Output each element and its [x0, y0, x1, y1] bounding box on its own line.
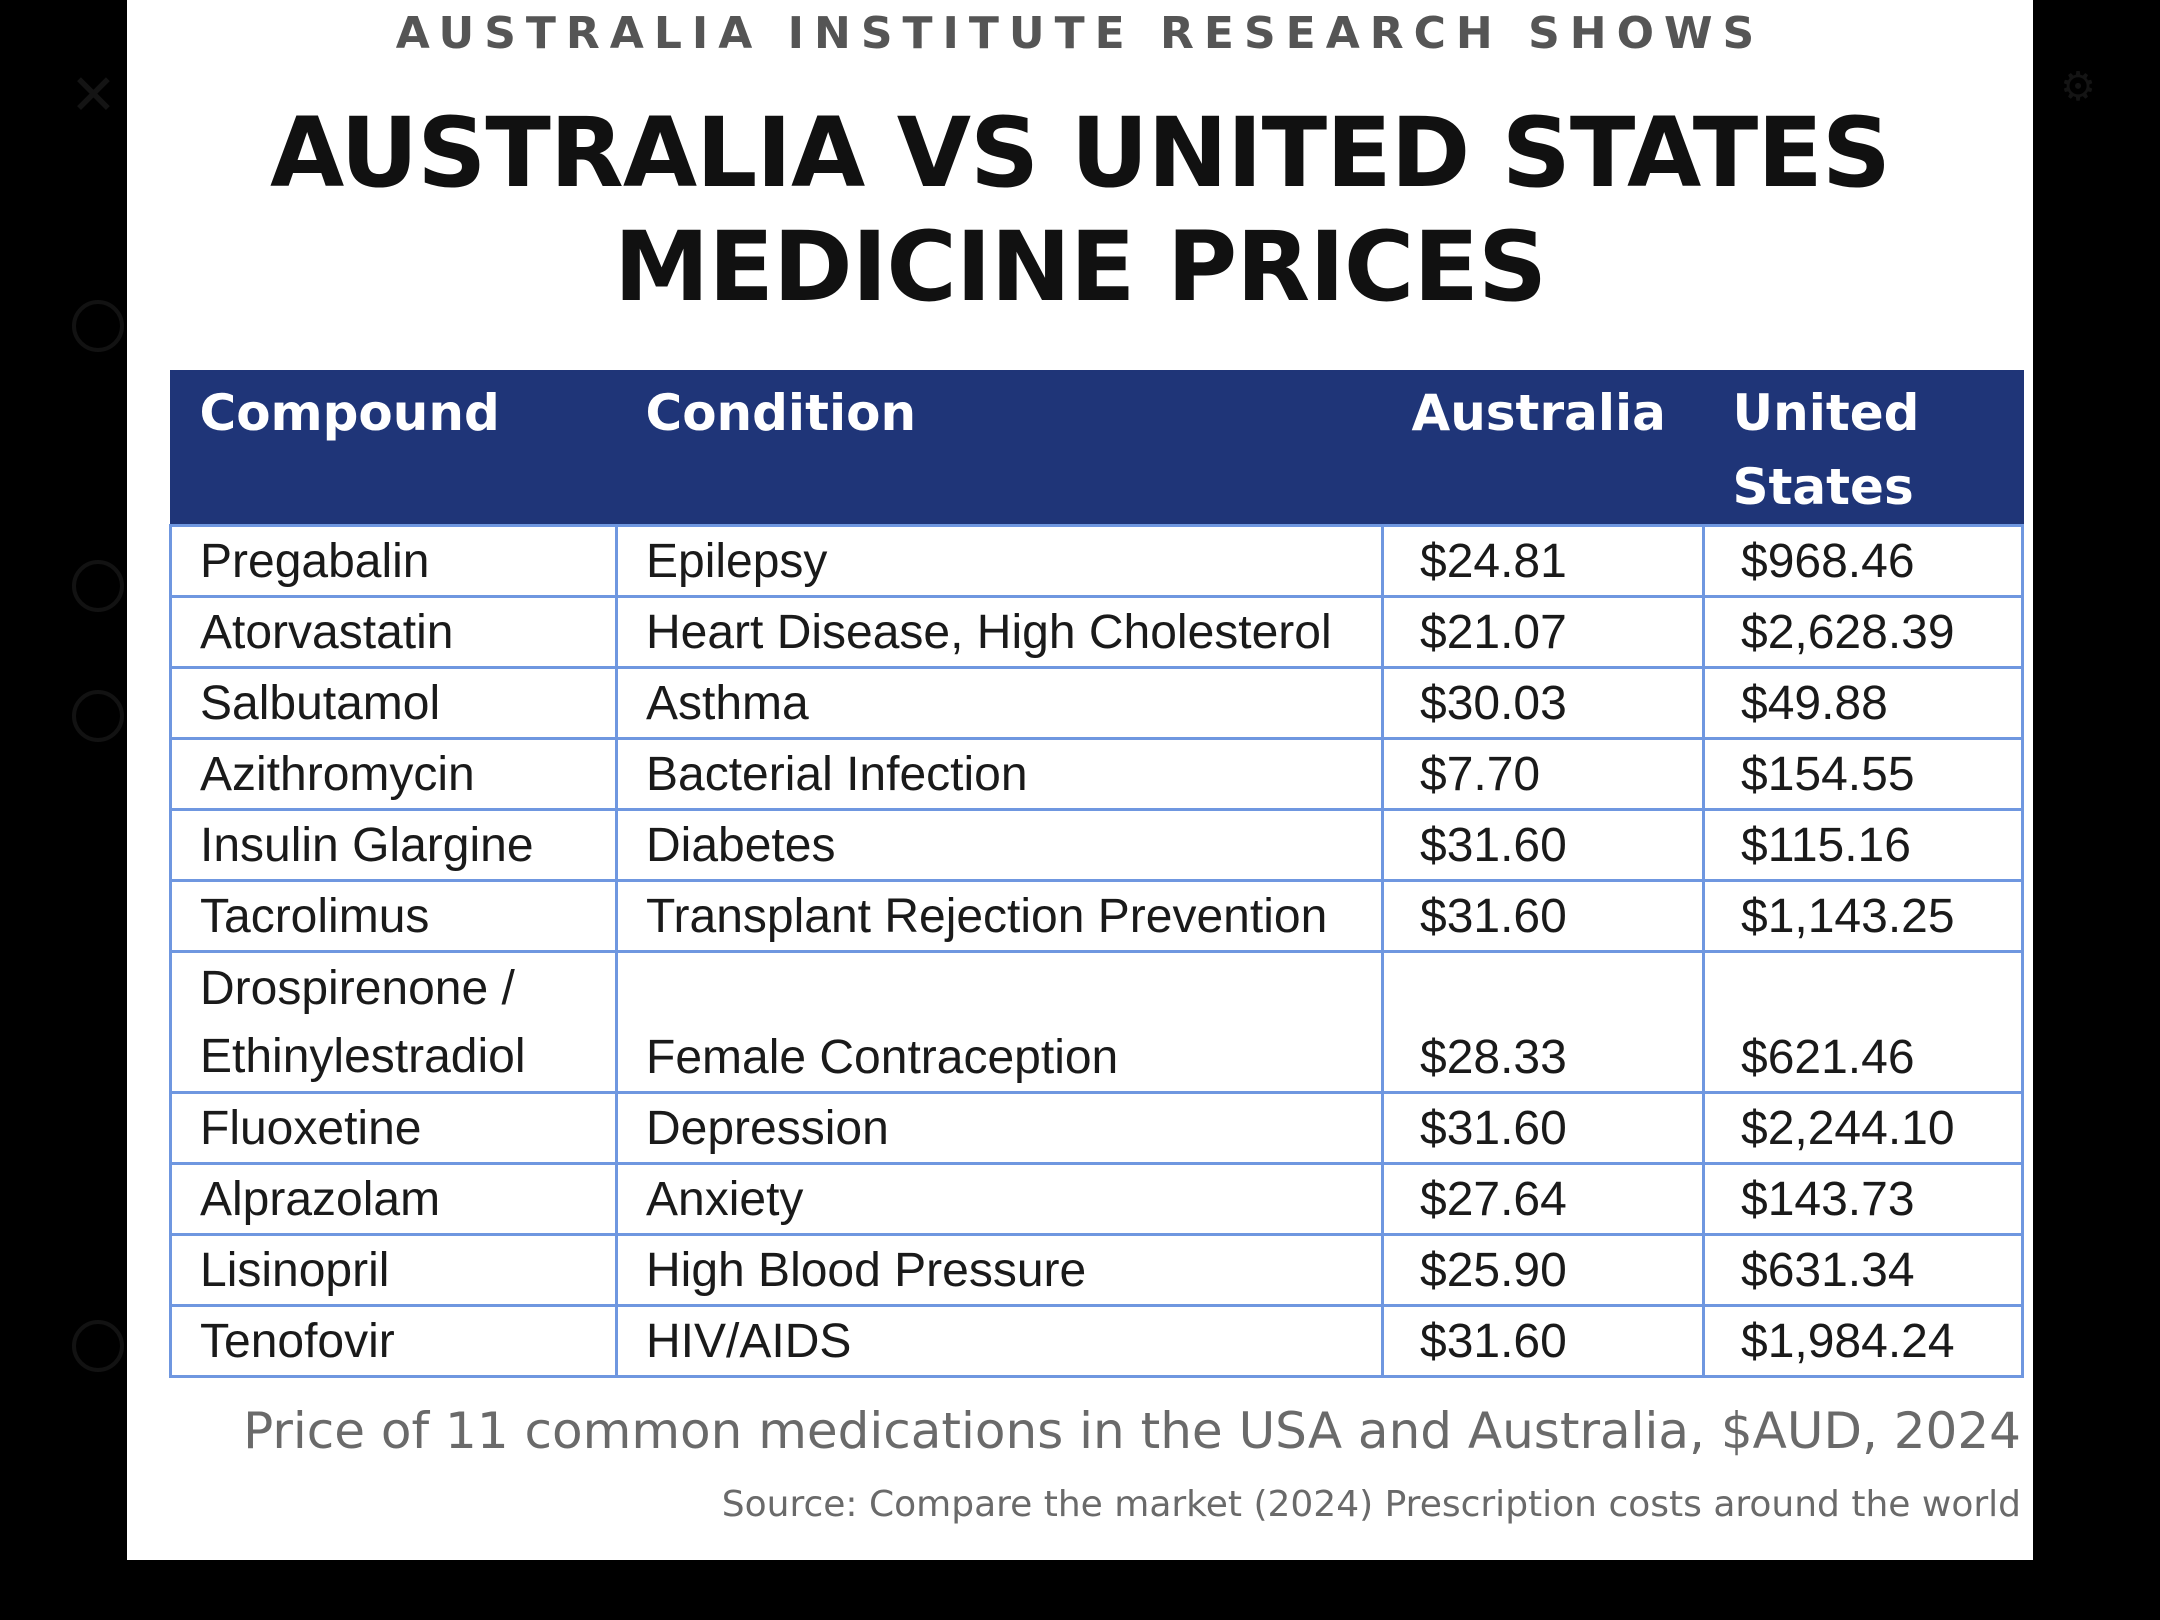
- cell-condition: Epilepsy: [615, 524, 1384, 598]
- cell-compound: Tenofovir: [169, 1304, 618, 1378]
- table-row: Drospirenone / Ethinylestradiol Female C…: [169, 950, 2024, 1094]
- rail-icon: [72, 560, 124, 612]
- table-row: Pregabalin Epilepsy $24.81 $968.46: [169, 524, 2024, 598]
- cell-us-price: $2,244.10: [1702, 1091, 2024, 1165]
- header-united-states: United States: [1702, 370, 2024, 527]
- rail-icon: [72, 1320, 124, 1372]
- cell-compound: Drospirenone / Ethinylestradiol: [169, 950, 618, 1094]
- cell-compound: Lisinopril: [169, 1233, 618, 1307]
- cell-compound: Azithromycin: [169, 737, 618, 811]
- headline-line-1: AUSTRALIA VS UNITED STATES: [269, 97, 1891, 209]
- rail-icon: [72, 300, 124, 352]
- kicker-text: AUSTRALIA INSTITUTE RESEARCH SHOWS: [395, 8, 1765, 59]
- cell-condition: Anxiety: [615, 1162, 1384, 1236]
- cell-australia-price: $31.60: [1381, 879, 1705, 953]
- cell-condition: Diabetes: [615, 808, 1384, 882]
- cell-australia-price: $31.60: [1381, 808, 1705, 882]
- cell-us-price: $631.34: [1702, 1233, 2024, 1307]
- cell-compound-line-2: Ethinylestradiol: [200, 1030, 526, 1083]
- header-condition: Condition: [615, 370, 1384, 527]
- cell-australia-price: $25.90: [1381, 1233, 1705, 1307]
- cell-us-price: $1,143.25: [1702, 879, 2024, 953]
- infographic-image: AUSTRALIA INSTITUTE RESEARCH SHOWS AUSTR…: [127, 0, 2033, 1560]
- table-row: Fluoxetine Depression $31.60 $2,244.10: [169, 1091, 2024, 1165]
- cell-condition: Transplant Rejection Prevention: [615, 879, 1384, 953]
- gear-icon[interactable]: ⚙: [2060, 65, 2096, 109]
- cell-condition: High Blood Pressure: [615, 1233, 1384, 1307]
- cell-us-price: $49.88: [1702, 666, 2024, 740]
- cell-australia-price: $30.03: [1381, 666, 1705, 740]
- headline: AUSTRALIA VS UNITED STATES MEDICINE PRIC…: [127, 96, 2033, 324]
- header-compound: Compound: [169, 370, 618, 527]
- header-australia: Australia: [1381, 370, 1705, 527]
- close-icon[interactable]: ✕: [70, 63, 117, 126]
- cell-australia-price: $31.60: [1381, 1304, 1705, 1378]
- cell-australia-price: $21.07: [1381, 595, 1705, 669]
- table-row: Lisinopril High Blood Pressure $25.90 $6…: [169, 1233, 2024, 1307]
- cell-compound: Tacrolimus: [169, 879, 618, 953]
- table-row: Tenofovir HIV/AIDS $31.60 $1,984.24: [169, 1304, 2024, 1378]
- cell-australia-price: $24.81: [1381, 524, 1705, 598]
- headline-line-2: MEDICINE PRICES: [613, 211, 1547, 323]
- rail-icon: [72, 690, 124, 742]
- table-row: Salbutamol Asthma $30.03 $49.88: [169, 666, 2024, 740]
- cell-compound: Salbutamol: [169, 666, 618, 740]
- cell-us-price: $154.55: [1702, 737, 2024, 811]
- cell-australia-price: $31.60: [1381, 1091, 1705, 1165]
- cell-condition: Depression: [615, 1091, 1384, 1165]
- cell-australia-price: $27.64: [1381, 1162, 1705, 1236]
- cell-condition: Bacterial Infection: [615, 737, 1384, 811]
- cell-us-price: $143.73: [1702, 1162, 2024, 1236]
- cell-condition: Asthma: [615, 666, 1384, 740]
- cell-us-price: $968.46: [1702, 524, 2024, 598]
- cell-compound: Pregabalin: [169, 524, 618, 598]
- table-row: Alprazolam Anxiety $27.64 $143.73: [169, 1162, 2024, 1236]
- cell-compound: Fluoxetine: [169, 1091, 618, 1165]
- cell-compound: Insulin Glargine: [169, 808, 618, 882]
- cell-us-price: $2,628.39: [1702, 595, 2024, 669]
- table-row: Tacrolimus Transplant Rejection Preventi…: [169, 879, 2024, 953]
- cell-condition: HIV/AIDS: [615, 1304, 1384, 1378]
- cell-compound: Alprazolam: [169, 1162, 618, 1236]
- table-header-row: Compound Condition Australia United Stat…: [169, 370, 2024, 527]
- cell-us-price: $115.16: [1702, 808, 2024, 882]
- source-note: Source: Compare the market (2024) Prescr…: [721, 1484, 2021, 1525]
- caption: Price of 11 common medications in the US…: [243, 1402, 2021, 1460]
- cell-compound-line-1: Drospirenone /: [200, 962, 515, 1015]
- cell-condition: Heart Disease, High Cholesterol: [615, 595, 1384, 669]
- cell-australia-price: $7.70: [1381, 737, 1705, 811]
- cell-us-price: $621.46: [1702, 950, 2024, 1094]
- table-row: Atorvastatin Heart Disease, High Cholest…: [169, 595, 2024, 669]
- table-row: Insulin Glargine Diabetes $31.60 $115.16: [169, 808, 2024, 882]
- cell-us-price: $1,984.24: [1702, 1304, 2024, 1378]
- price-table: Compound Condition Australia United Stat…: [169, 370, 2024, 1378]
- cell-condition: Female Contraception: [615, 950, 1384, 1094]
- cell-australia-price: $28.33: [1381, 950, 1705, 1094]
- cell-compound: Atorvastatin: [169, 595, 618, 669]
- table-row: Azithromycin Bacterial Infection $7.70 $…: [169, 737, 2024, 811]
